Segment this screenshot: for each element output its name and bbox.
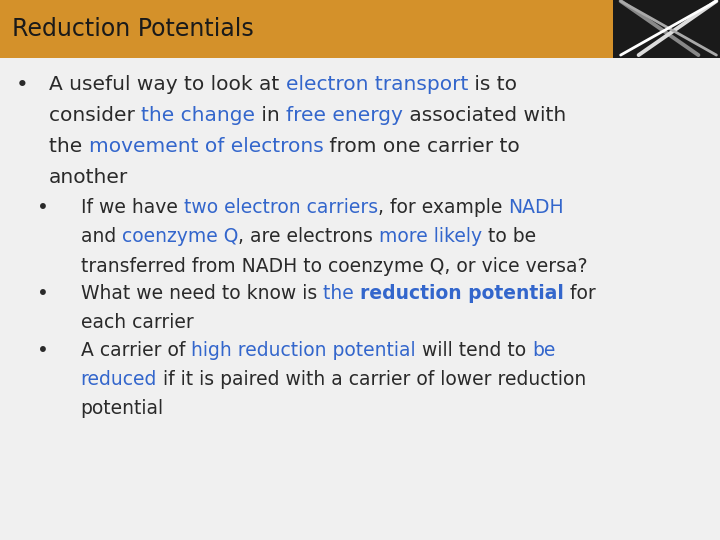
Text: , are electrons: , are electrons [238,227,379,246]
Text: associated with: associated with [403,106,567,125]
Text: the: the [323,284,360,303]
Text: electron transport: electron transport [286,75,468,93]
Text: •: • [37,341,49,360]
Text: for: for [564,284,595,303]
Text: if it is paired with a carrier of lower reduction: if it is paired with a carrier of lower … [157,370,586,389]
Text: two electron carriers: two electron carriers [184,198,377,217]
Text: transferred from NADH to coenzyme Q, or vice versa?: transferred from NADH to coenzyme Q, or … [81,256,587,275]
Text: another: another [49,168,128,187]
Text: A useful way to look at: A useful way to look at [49,75,286,93]
Text: , for example: , for example [377,198,508,217]
Text: •: • [16,75,29,94]
Text: more likely: more likely [379,227,482,246]
Text: coenzyme Q: coenzyme Q [122,227,238,246]
Text: be: be [532,341,555,360]
Text: free energy: free energy [287,106,403,125]
Text: •: • [37,198,49,217]
Text: is to: is to [468,75,517,93]
Text: Reduction Potentials: Reduction Potentials [12,17,253,41]
Text: to be: to be [482,227,536,246]
Bar [613,0,720,58]
Text: movement of electrons: movement of electrons [89,137,323,156]
Text: If we have: If we have [81,198,184,217]
Text: consider: consider [49,106,141,125]
Text: reduced: reduced [81,370,157,389]
Bar [0,0,720,58]
Text: reduction potential: reduction potential [360,284,564,303]
Text: in: in [255,106,287,125]
Text: from one carrier to: from one carrier to [323,137,520,156]
Text: the: the [49,137,89,156]
Text: each carrier: each carrier [81,313,194,332]
Text: A carrier of: A carrier of [81,341,191,360]
Text: NADH: NADH [508,198,564,217]
Text: What we need to know is: What we need to know is [81,284,323,303]
Text: and: and [81,227,122,246]
Text: the change: the change [141,106,255,125]
Text: will tend to: will tend to [415,341,532,360]
Text: potential: potential [81,399,163,418]
Text: •: • [37,284,49,303]
Text: high reduction potential: high reduction potential [191,341,415,360]
